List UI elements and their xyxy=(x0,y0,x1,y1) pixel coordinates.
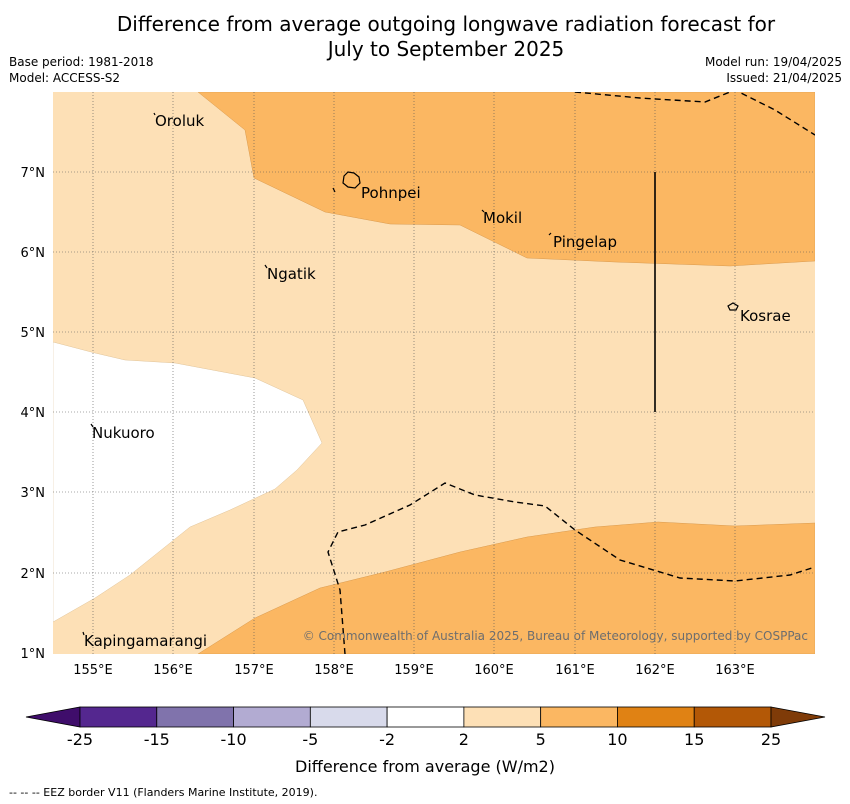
colorbar-tick-label: -5 xyxy=(302,730,318,749)
map-panel: Oroluk Pohnpei Mokil Pingelap Ngatik Kos… xyxy=(53,92,815,654)
lat-label-6: 6°N xyxy=(21,246,46,261)
eez-borders xyxy=(327,92,815,654)
nukuoro-mark xyxy=(90,423,94,428)
colorbar-cell xyxy=(540,706,618,728)
lon-label-157: 157°E xyxy=(234,663,274,678)
colorbar-tick-labels: -25 -15 -10 -5 -2 2 5 10 15 25 xyxy=(67,730,781,749)
metadata-right: Model run: 19/04/2025 Issued: 21/04/2025 xyxy=(705,54,842,86)
lon-label-160: 160°E xyxy=(474,663,514,678)
lat-label-2: 2°N xyxy=(21,567,46,582)
colorbar-cell xyxy=(386,706,465,728)
eez-border-south xyxy=(327,482,815,654)
place-oroluk: Oroluk xyxy=(155,112,204,130)
colorbar-tick-label: -2 xyxy=(379,730,395,749)
colorbar-cell xyxy=(617,706,695,728)
title-line-1: Difference from average outgoing longwav… xyxy=(116,12,776,36)
model-name: Model: ACCESS-S2 xyxy=(9,71,121,85)
lon-label-163: 163°E xyxy=(715,663,755,678)
title-line-2: July to September 2025 xyxy=(327,37,565,61)
place-ngatik: Ngatik xyxy=(267,265,316,283)
lon-label-158: 158°E xyxy=(314,663,354,678)
colorbar-cell xyxy=(693,706,772,728)
lat-label-5: 5°N xyxy=(21,326,46,341)
lon-label-162: 162°E xyxy=(635,663,675,678)
pohnpei-island-outline xyxy=(342,171,361,189)
lon-label-159: 159°E xyxy=(394,663,434,678)
gridlines xyxy=(53,92,815,654)
oroluk-mark xyxy=(153,112,156,116)
colorbar-tick-label: -15 xyxy=(144,730,170,749)
colorbar-tick-label: 2 xyxy=(459,730,469,749)
place-mokil: Mokil xyxy=(483,209,522,227)
colorbar-tick-label: 10 xyxy=(607,730,627,749)
lon-label-156: 156°E xyxy=(153,663,193,678)
metadata-left: Base period: 1981-2018 Model: ACCESS-S2 xyxy=(9,54,154,86)
colorbar-tick-label: 5 xyxy=(536,730,546,749)
anomaly-5-to-10-north-area xyxy=(197,92,815,267)
colorbar-cells xyxy=(79,706,772,728)
colorbar-cell xyxy=(79,706,158,728)
colorbar-cell xyxy=(156,706,234,728)
eez-footnote: -- -- -- EEZ border V11 (Flanders Marine… xyxy=(9,786,318,799)
place-pingelap: Pingelap xyxy=(553,233,617,251)
place-pohnpei: Pohnpei xyxy=(361,184,421,202)
ant-atoll-mark xyxy=(332,187,336,193)
place-kapingamarangi: Kapingamarangi xyxy=(84,632,207,650)
colorbar-tick-label: 25 xyxy=(761,730,781,749)
kosrae-island-outline xyxy=(727,302,739,311)
lat-label-1: 1°N xyxy=(21,647,46,662)
colorbar: -25 -15 -10 -5 -2 2 5 10 15 25 Difference from av… xyxy=(25,706,826,776)
lat-label-4: 4°N xyxy=(21,406,46,421)
colorbar-title: Difference from average (W/m2) xyxy=(295,757,555,776)
longitude-labels: 155°E 156°E 157°E 158°E 159°E 160°E 161°… xyxy=(73,663,755,678)
lon-label-161: 161°E xyxy=(555,663,595,678)
eez-border-north xyxy=(574,92,815,136)
colorbar-tick-label: 15 xyxy=(684,730,704,749)
lat-label-7: 7°N xyxy=(21,166,46,181)
colorbar-right-extension xyxy=(770,706,826,728)
colorbar-tick-label: -10 xyxy=(220,730,246,749)
model-run: Model run: 19/04/2025 xyxy=(704,55,842,69)
issued-date: Issued: 21/04/2025 xyxy=(726,71,842,85)
colorbar-cell xyxy=(309,706,388,728)
base-period: Base period: 1981-2018 xyxy=(9,55,154,69)
colorbar-cell xyxy=(233,706,311,728)
colorbar-left-extension xyxy=(25,706,81,728)
copyright-credit: © Commonwealth of Australia 2025, Bureau… xyxy=(303,629,808,643)
anomaly-5-to-10-south-area xyxy=(197,521,815,654)
lat-label-3: 3°N xyxy=(21,486,46,501)
place-nukuoro: Nukuoro xyxy=(92,424,155,442)
mokil-mark xyxy=(481,209,485,213)
islands xyxy=(82,112,739,636)
map-title: Difference from average outgoing longwav… xyxy=(0,12,850,62)
ngatik-mark xyxy=(264,264,268,269)
place-kosrae: Kosrae xyxy=(740,307,791,325)
latitude-labels: 7°N 6°N 5°N 4°N 3°N 2°N 1°N xyxy=(21,166,46,662)
colorbar-tick-label: -25 xyxy=(67,730,93,749)
lon-label-155: 155°E xyxy=(73,663,113,678)
kapingamarangi-mark xyxy=(82,631,85,636)
pingelap-mark xyxy=(548,232,552,236)
colorbar-cell xyxy=(463,706,542,728)
